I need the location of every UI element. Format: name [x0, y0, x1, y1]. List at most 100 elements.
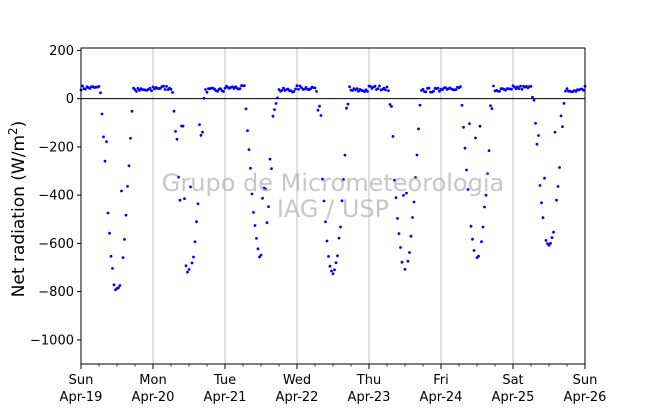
data-point — [315, 90, 318, 93]
data-point — [438, 89, 441, 93]
data-point — [477, 254, 480, 258]
x-tick-date-label: Apr-19 — [60, 390, 103, 405]
data-point — [565, 87, 569, 91]
data-point — [184, 264, 188, 268]
data-point — [552, 230, 555, 234]
data-point — [544, 239, 548, 242]
data-point — [541, 216, 545, 220]
data-point — [490, 107, 494, 110]
data-point — [264, 187, 267, 191]
x-tick-day-label: Sun — [69, 373, 94, 388]
data-point — [258, 255, 261, 259]
data-point — [402, 194, 405, 197]
data-point — [265, 221, 269, 225]
data-point — [268, 157, 272, 161]
data-point — [330, 269, 333, 273]
data-point — [246, 129, 249, 133]
data-point — [97, 85, 101, 88]
data-point — [384, 88, 387, 92]
data-point — [555, 198, 558, 202]
data-point — [100, 112, 104, 116]
data-point — [474, 136, 477, 140]
data-point — [319, 114, 323, 117]
watermark: Grupo de Micrometeorologia IAG / USP — [162, 169, 504, 223]
data-point — [436, 86, 440, 90]
data-point — [534, 121, 537, 125]
data-point — [400, 260, 404, 264]
data-point — [256, 247, 260, 251]
y-axis-label-superscript: 2 — [6, 127, 20, 135]
x-tick-date-label: Apr-24 — [420, 390, 463, 405]
data-point — [177, 175, 180, 179]
data-point — [316, 108, 320, 112]
data-point — [558, 166, 561, 169]
y-axis: 200 0 −200 −400 −600 −800 −1000 — [30, 44, 81, 348]
data-point — [271, 114, 275, 118]
data-point — [250, 192, 254, 196]
data-point — [321, 177, 324, 181]
x-axis: Sun Apr-19 Mon Apr-20 Tue Apr-21 Wed Apr-22 Thu A… — [60, 364, 606, 405]
data-point — [339, 225, 342, 229]
data-point — [346, 102, 350, 106]
data-point — [412, 200, 416, 204]
data-point — [397, 232, 401, 236]
data-point — [562, 102, 566, 105]
data-point — [531, 95, 534, 99]
x-tick-day-label: Tue — [213, 373, 236, 388]
data-point — [106, 211, 110, 215]
data-point — [223, 86, 227, 90]
data-point — [460, 103, 464, 107]
data-point — [204, 88, 207, 91]
data-point — [151, 85, 155, 89]
data-point — [198, 123, 201, 126]
data-point — [393, 178, 396, 182]
data-point — [121, 256, 125, 259]
x-tick-day-label: Sat — [502, 373, 523, 388]
data-point — [385, 85, 389, 89]
data-point — [111, 267, 114, 270]
data-point — [244, 107, 248, 111]
data-point — [466, 188, 470, 191]
y-tick-label: −600 — [38, 237, 74, 252]
data-point — [369, 85, 372, 88]
data-point — [322, 199, 326, 203]
data-point — [561, 125, 564, 129]
data-point — [418, 103, 422, 107]
data-point — [484, 193, 488, 197]
data-point — [396, 217, 399, 220]
data-point — [99, 91, 102, 95]
data-point — [108, 231, 111, 235]
data-point — [126, 185, 129, 188]
data-point — [462, 125, 465, 129]
data-point — [331, 272, 335, 276]
data-point — [454, 88, 458, 91]
data-point — [355, 87, 359, 90]
data-point — [336, 254, 339, 258]
data-point — [190, 261, 194, 265]
data-point — [259, 253, 263, 257]
data-point — [480, 240, 483, 244]
data-point — [406, 259, 410, 263]
data-point — [112, 283, 116, 287]
x-tick-date-label: Apr-23 — [348, 390, 391, 405]
data-point — [102, 135, 105, 139]
data-point — [427, 86, 431, 90]
data-point — [280, 89, 284, 92]
data-point — [424, 90, 428, 94]
data-point — [324, 220, 327, 224]
data-point — [313, 86, 317, 90]
x-tick-day-label: Wed — [283, 373, 311, 388]
y-axis-label-text: Net radiation (W/m — [9, 135, 29, 297]
data-point — [465, 168, 468, 172]
data-point — [252, 211, 255, 214]
data-point — [556, 185, 560, 188]
y-axis-label: Net radiation (W/m2) — [6, 121, 29, 298]
data-point — [103, 159, 107, 163]
data-point — [201, 130, 204, 134]
data-point — [165, 85, 168, 88]
x-tick-day-label: Mon — [139, 373, 166, 388]
x-tick-day-label: Sun — [573, 373, 598, 388]
data-point — [328, 264, 332, 268]
